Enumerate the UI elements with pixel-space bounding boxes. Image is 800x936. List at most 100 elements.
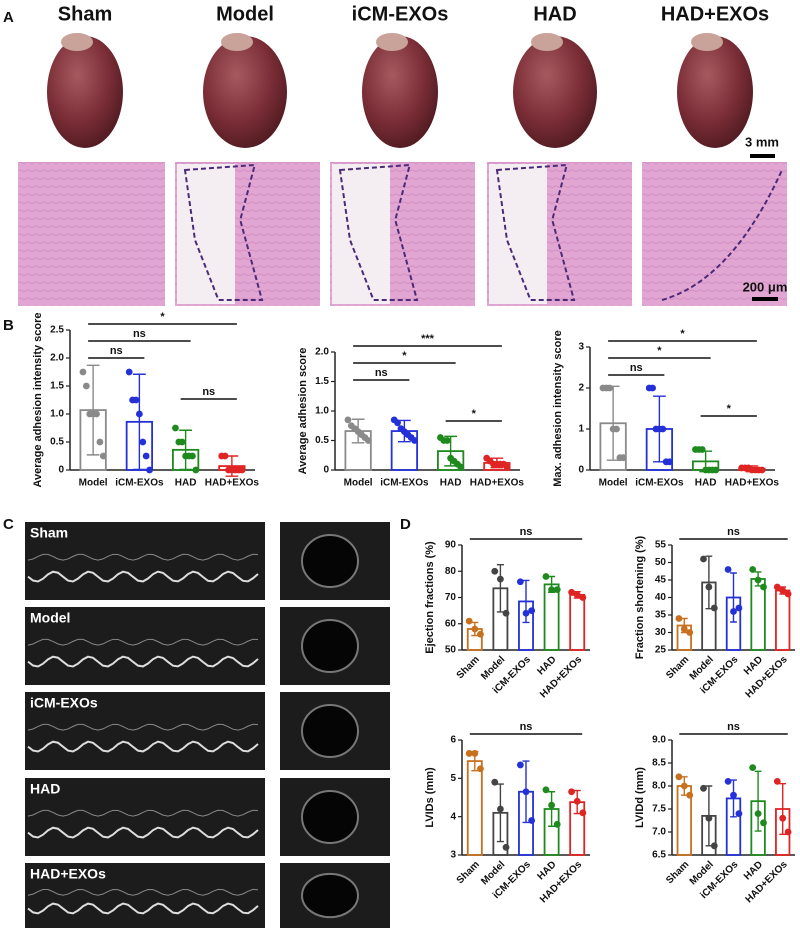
y-tick-label: 70	[445, 592, 457, 603]
data-point	[443, 437, 451, 444]
data-point	[779, 814, 787, 822]
significance-label: ns	[520, 526, 533, 538]
data-point	[700, 784, 707, 792]
data-point	[606, 384, 614, 392]
heart-photo	[362, 36, 438, 148]
data-point	[522, 609, 530, 617]
data-point	[411, 437, 418, 444]
data-point	[528, 817, 536, 824]
data-point	[548, 801, 555, 809]
data-point	[497, 805, 504, 813]
data-point	[579, 594, 587, 601]
group-label: Sham	[30, 525, 68, 541]
data-point	[613, 425, 620, 433]
data-point	[502, 843, 510, 851]
group-label: iCM-EXOs	[352, 3, 449, 25]
data-point	[82, 382, 90, 390]
y-tick-label: 90	[445, 540, 457, 551]
x-tick-label: Model	[79, 478, 108, 489]
data-point	[698, 446, 706, 453]
data-point	[680, 782, 688, 790]
bar	[466, 760, 483, 856]
significance-label: *	[727, 403, 732, 415]
y-tick-label: 80	[445, 566, 457, 577]
data-point	[93, 410, 100, 418]
data-point	[548, 586, 555, 594]
heart-vessel	[691, 33, 723, 51]
data-point	[553, 820, 561, 828]
y-tick-label: 40	[655, 592, 667, 603]
y-tick-label: 30	[655, 627, 667, 638]
x-tick-label: HAD	[175, 478, 197, 489]
data-point	[773, 778, 781, 785]
data-point	[465, 617, 473, 625]
heart-photo	[47, 36, 123, 148]
data-point	[132, 396, 140, 404]
y-tick-label: 0	[578, 465, 584, 476]
y-tick-label: 4	[450, 811, 456, 822]
adhesion-area	[177, 164, 235, 304]
wall-trace	[27, 655, 259, 668]
panel-label: A	[3, 9, 14, 26]
y-tick-label: 1.0	[315, 406, 329, 417]
data-point	[553, 586, 561, 594]
significance-label: ns	[133, 328, 146, 340]
wall-trace	[27, 570, 259, 583]
data-point	[221, 452, 229, 460]
data-point	[659, 425, 667, 433]
heart-photo	[513, 36, 597, 148]
bar	[775, 589, 791, 651]
adhesion-outline	[661, 169, 783, 301]
significance-label: ns	[727, 721, 740, 733]
y-tick-label: 2.5	[50, 325, 64, 336]
data-point	[238, 466, 246, 474]
y-tick-label: 1.5	[315, 376, 329, 387]
data-point	[619, 454, 627, 462]
data-point	[471, 750, 479, 757]
data-point	[477, 765, 484, 773]
significance-label: ns	[630, 362, 643, 374]
error-bar	[548, 791, 556, 827]
data-point	[503, 463, 511, 471]
ventricle	[301, 619, 359, 673]
x-tick-label: iCM-EXOs	[635, 478, 684, 489]
data-point	[125, 368, 133, 376]
data-point	[680, 625, 688, 633]
mmode-image	[25, 778, 265, 856]
adhesion-area	[489, 164, 547, 304]
wall-trace	[27, 826, 259, 839]
group-label: HAD	[533, 3, 576, 25]
data-point	[568, 588, 575, 596]
y-tick-label: 2	[578, 383, 584, 394]
error-bar	[86, 364, 100, 456]
x-tick-label: HAD+EXOs	[725, 478, 780, 489]
y-axis-label: Average adhesion score	[297, 348, 309, 475]
histology-image	[642, 162, 787, 306]
y-axis-label: Average adhesion intensity score	[32, 312, 44, 487]
x-tick-label: HAD	[535, 654, 558, 677]
x-tick-label: HAD+EXOs	[470, 478, 525, 489]
data-point	[516, 578, 524, 586]
mmode-image	[25, 607, 265, 685]
y-tick-label: 50	[655, 557, 667, 568]
data-point	[528, 607, 536, 615]
data-point	[735, 604, 743, 612]
heart-photo	[677, 36, 753, 148]
data-point	[189, 452, 196, 460]
data-point	[675, 773, 683, 781]
data-point	[705, 814, 713, 822]
group-label: HAD	[30, 781, 60, 797]
data-point	[192, 466, 200, 474]
wall-trace	[27, 553, 259, 561]
significance-label: *	[680, 328, 685, 340]
data-point	[579, 809, 587, 817]
data-point	[146, 466, 153, 474]
panel-label: B	[3, 317, 14, 334]
x-tick-label: iCM-EXOs	[115, 478, 164, 489]
heart-vessel	[221, 33, 253, 51]
wall-trace	[27, 888, 259, 896]
ventricle	[301, 534, 359, 588]
y-tick-label: 45	[655, 575, 667, 586]
panel-c: Sham Model iCM-EXOs HAD HAD+EXOs	[25, 522, 390, 928]
data-point	[172, 424, 179, 432]
